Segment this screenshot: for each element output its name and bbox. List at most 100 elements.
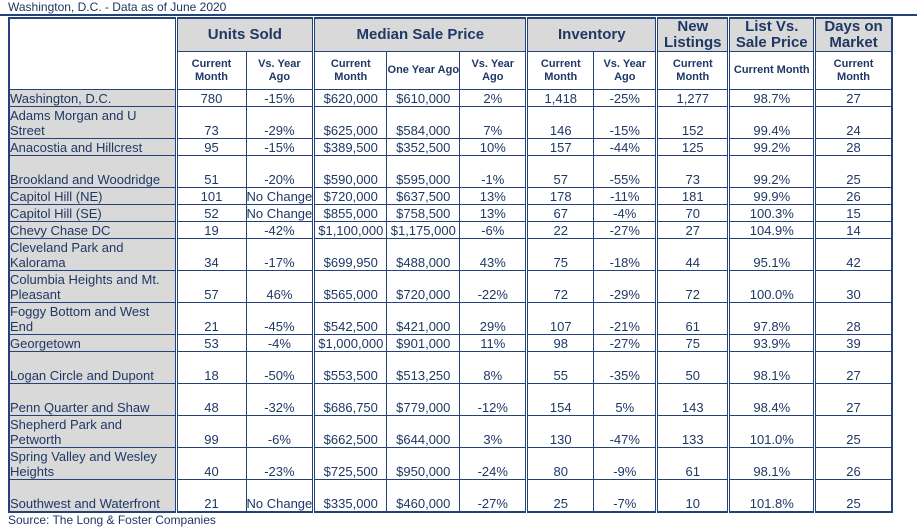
table-row: Chevy Chase DC 19 -42% $1,100,000 $1,175,000…: [8, 221, 893, 239]
report-title: Washington, D.C. - Data as of June 2020: [8, 0, 227, 14]
table-row: Capitol Hill (NE) 101 No Change $720,000 $63…: [8, 187, 893, 205]
data-cell: 18: [174, 351, 247, 384]
data-cell: $662,500: [312, 415, 388, 448]
data-cell: 99.2%: [727, 138, 816, 156]
data-cell: $553,500: [312, 351, 388, 384]
data-cell: $590,000: [312, 155, 388, 188]
data-cell: $513,250: [386, 351, 461, 384]
data-cell: 48: [174, 383, 247, 416]
region-cell-foggy-bottom-and-west-end: Foggy Bottom and West End: [8, 302, 177, 335]
region-cell-cleveland-park-and-kalorama: Cleveland Park and Kalorama: [8, 238, 177, 271]
data-cell: 95: [174, 138, 247, 156]
region-cell-capitol-hill-se: Capitol Hill (SE): [8, 204, 177, 222]
data-cell: 75: [525, 238, 595, 271]
market-data-table: Units Sold Median Sale Price Inventory New …: [8, 17, 893, 513]
data-cell: 780: [174, 89, 247, 107]
data-cell: 26: [813, 187, 893, 205]
data-cell: 99.9%: [727, 187, 816, 205]
title-divider-line: [0, 14, 917, 16]
data-cell: -23%: [245, 447, 315, 480]
data-cell: -29%: [593, 270, 658, 303]
data-cell: $720,000: [386, 270, 461, 303]
data-cell: -27%: [459, 479, 528, 512]
data-cell: -15%: [245, 138, 315, 156]
data-cell: 61: [655, 447, 730, 480]
data-cell: 61: [655, 302, 730, 335]
subheader-1-vs-year-ago: Vs. Year Ago: [245, 51, 315, 90]
data-cell: 10: [655, 479, 730, 512]
data-cell: $542,500: [312, 302, 388, 335]
data-cell: 130: [525, 415, 595, 448]
data-cell: 1,418: [525, 89, 595, 107]
data-cell: $460,000: [386, 479, 461, 512]
data-cell: -50%: [245, 351, 315, 384]
subheader-2-current-month: Current Month: [312, 51, 388, 90]
table-row: Washington, D.C. 780 -15% $620,000 $610,000 2…: [8, 89, 893, 107]
source-note: Source: The Long & Foster Companies: [8, 513, 216, 527]
data-cell: -4%: [593, 204, 658, 222]
group-header-units-sold: Units Sold: [174, 17, 315, 52]
data-cell: -27%: [593, 221, 658, 239]
data-cell: 107: [525, 302, 595, 335]
data-cell: 100.3%: [727, 204, 816, 222]
data-cell: $901,000: [386, 334, 461, 352]
data-cell: -22%: [459, 270, 528, 303]
data-cell: 27: [655, 221, 730, 239]
data-cell: 99: [174, 415, 247, 448]
data-cell: -11%: [593, 187, 658, 205]
data-cell: $488,000: [386, 238, 461, 271]
data-cell: 72: [525, 270, 595, 303]
data-cell: 44: [655, 238, 730, 271]
data-cell: 101.0%: [727, 415, 816, 448]
subheader-6-vs-year-ago: Vs. Year Ago: [593, 51, 658, 90]
data-cell: 57: [174, 270, 247, 303]
data-cell: 133: [655, 415, 730, 448]
data-cell: 10%: [459, 138, 528, 156]
data-cell: -1%: [459, 155, 528, 188]
subheader-5-current-month: Current Month: [525, 51, 595, 90]
data-cell: 13%: [459, 187, 528, 205]
data-cell: 70: [655, 204, 730, 222]
data-cell: -12%: [459, 383, 528, 416]
data-cell: -17%: [245, 238, 315, 271]
data-cell: 97.8%: [727, 302, 816, 335]
data-cell: 46%: [245, 270, 315, 303]
data-cell: -7%: [593, 479, 658, 512]
data-cell: 43%: [459, 238, 528, 271]
table-row: Adams Morgan and U Street 73 -29% $625,000 $…: [8, 106, 893, 139]
data-cell: -6%: [459, 221, 528, 239]
data-cell: -24%: [459, 447, 528, 480]
data-cell: 30: [813, 270, 893, 303]
region-cell-spring-valley-and-wesley-heights: Spring Valley and Wesley Heights: [8, 447, 177, 480]
data-cell: $584,000: [386, 106, 461, 139]
data-cell: $686,750: [312, 383, 388, 416]
data-cell: -6%: [245, 415, 315, 448]
data-cell: -35%: [593, 351, 658, 384]
data-cell: -27%: [593, 334, 658, 352]
table-row: Logan Circle and Dupont 18 -50% $553,500 $51…: [8, 351, 893, 384]
data-cell: 39: [813, 334, 893, 352]
data-cell: 152: [655, 106, 730, 139]
data-cell: No Change: [245, 187, 315, 205]
table-row: Shepherd Park and Petworth 99 -6% $662,500 $…: [8, 415, 893, 448]
data-cell: $758,500: [386, 204, 461, 222]
region-cell-adams-morgan-and-u-street: Adams Morgan and U Street: [8, 106, 177, 139]
subheader-3-one-year-ago: One Year Ago: [386, 51, 461, 90]
table-row: Penn Quarter and Shaw 48 -32% $686,750 $779,…: [8, 383, 893, 416]
region-cell-capitol-hill-ne: Capitol Hill (NE): [8, 187, 177, 205]
data-cell: 73: [174, 106, 247, 139]
data-cell: 27: [813, 351, 893, 384]
data-cell: 2%: [459, 89, 528, 107]
data-cell: 26: [813, 447, 893, 480]
region-cell-anacostia-and-hillcrest: Anacostia and Hillcrest: [8, 138, 177, 156]
data-cell: 14: [813, 221, 893, 239]
data-cell: $699,950: [312, 238, 388, 271]
subheaders-row: Current Month Vs. Year Ago Current Month On…: [9, 51, 893, 90]
data-cell: 53: [174, 334, 247, 352]
data-cell: 25: [813, 415, 893, 448]
data-cell: 100.0%: [727, 270, 816, 303]
data-cell: 19: [174, 221, 247, 239]
data-cell: 99.2%: [727, 155, 816, 188]
subheader-7-current-month: Current Month: [655, 51, 730, 90]
